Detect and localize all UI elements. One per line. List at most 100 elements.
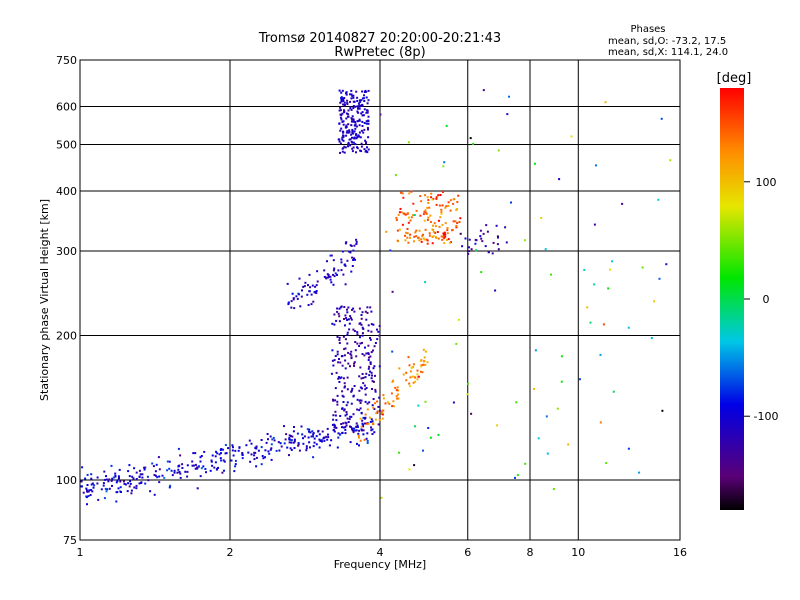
data-point xyxy=(211,464,214,467)
data-point xyxy=(342,426,345,429)
data-point xyxy=(283,442,286,445)
data-point xyxy=(533,387,535,390)
data-point xyxy=(552,488,555,490)
data-point xyxy=(260,463,263,466)
data-point xyxy=(422,348,425,351)
data-point xyxy=(194,463,197,466)
data-point xyxy=(397,393,400,396)
data-point xyxy=(358,131,361,134)
data-point xyxy=(350,120,353,123)
data-point xyxy=(342,100,345,103)
data-point xyxy=(365,387,368,389)
data-point xyxy=(363,128,366,131)
data-point xyxy=(387,401,389,404)
data-point xyxy=(377,423,380,426)
data-point xyxy=(382,409,385,412)
data-point xyxy=(135,471,138,474)
data-point xyxy=(297,442,300,444)
data-point xyxy=(396,397,399,400)
data-point xyxy=(350,317,352,320)
data-point xyxy=(158,481,161,484)
data-point xyxy=(544,248,547,251)
data-point xyxy=(343,263,346,266)
data-point xyxy=(391,290,394,293)
data-point xyxy=(370,323,373,326)
data-point xyxy=(302,437,304,440)
data-point xyxy=(358,119,361,122)
data-point xyxy=(430,221,432,223)
data-point xyxy=(395,216,398,219)
data-point xyxy=(341,138,344,141)
data-point xyxy=(417,236,420,239)
data-point xyxy=(149,490,152,493)
data-point xyxy=(392,405,395,408)
data-point xyxy=(234,463,237,466)
data-point xyxy=(434,225,437,228)
data-point xyxy=(369,338,372,341)
data-point xyxy=(540,217,543,219)
data-point xyxy=(333,275,336,278)
data-point xyxy=(353,130,356,133)
data-point xyxy=(333,426,336,429)
data-point xyxy=(424,211,427,214)
data-point xyxy=(424,350,427,353)
data-point xyxy=(301,433,304,436)
data-point xyxy=(220,459,223,462)
data-point xyxy=(91,482,94,485)
data-point xyxy=(341,150,344,153)
data-point xyxy=(435,197,438,200)
data-point xyxy=(346,259,349,262)
data-point xyxy=(428,232,431,235)
data-point xyxy=(346,308,348,311)
data-point xyxy=(211,454,214,457)
data-point xyxy=(353,310,356,313)
data-point xyxy=(508,95,510,98)
data-point xyxy=(341,120,344,123)
data-point xyxy=(412,214,415,217)
data-point xyxy=(90,477,93,480)
data-point xyxy=(452,401,455,404)
data-point xyxy=(120,491,122,493)
data-point xyxy=(354,349,357,352)
data-point xyxy=(373,365,376,368)
data-point xyxy=(356,331,359,334)
data-point xyxy=(349,138,352,141)
data-point xyxy=(247,451,250,454)
data-point xyxy=(348,418,351,421)
data-point xyxy=(358,105,361,108)
data-point xyxy=(352,249,355,252)
data-point xyxy=(424,209,427,212)
data-point xyxy=(349,251,352,254)
data-point xyxy=(358,307,361,310)
colorbar-tick-label: 100 xyxy=(756,176,777,189)
data-point xyxy=(329,278,332,281)
data-point xyxy=(111,477,114,480)
data-point xyxy=(514,476,516,479)
data-point xyxy=(343,111,345,114)
data-point xyxy=(191,464,194,467)
data-point xyxy=(367,128,369,131)
data-point xyxy=(332,414,335,417)
data-point xyxy=(378,419,381,421)
data-point xyxy=(423,219,426,222)
data-point xyxy=(346,417,349,420)
data-point xyxy=(359,402,362,404)
data-point xyxy=(361,373,364,375)
data-point xyxy=(363,148,366,151)
data-point xyxy=(482,232,485,235)
y-tick-label: 400 xyxy=(56,185,77,198)
data-point xyxy=(192,464,195,467)
y-tick-label: 75 xyxy=(63,534,77,547)
data-point xyxy=(442,191,444,193)
data-point xyxy=(343,348,346,351)
data-point xyxy=(352,94,355,97)
data-point xyxy=(353,257,355,260)
data-point xyxy=(267,450,270,453)
data-point xyxy=(408,385,411,388)
data-point xyxy=(342,120,345,123)
data-point xyxy=(431,198,434,201)
data-point xyxy=(347,318,350,321)
data-point xyxy=(398,228,401,231)
data-point xyxy=(352,100,355,103)
data-point xyxy=(515,401,518,404)
